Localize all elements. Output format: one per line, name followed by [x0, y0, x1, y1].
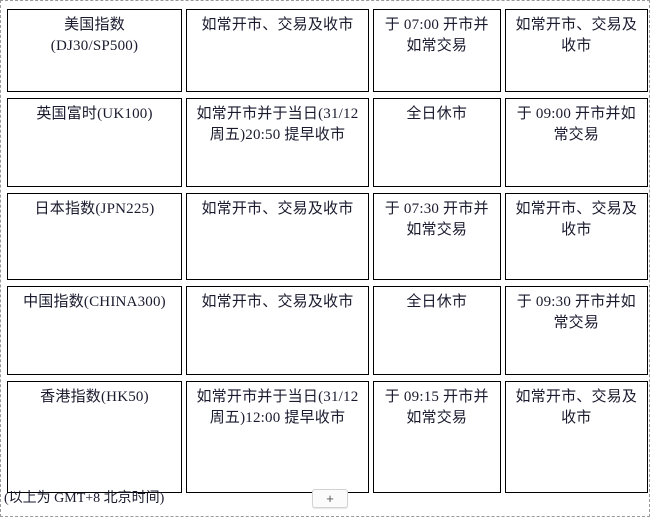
add-button[interactable]: +	[312, 489, 348, 508]
cell-jan3-schedule: 如常开市、交易及收市	[504, 193, 648, 280]
cell-instrument-name: 香港指数(HK50)	[7, 381, 182, 493]
cell-instrument-name: 日本指数(JPN225)	[7, 193, 182, 280]
cell-jan3-schedule: 如常开市、交易及收市	[504, 381, 648, 493]
table-row: 香港指数(HK50) 如常开市并于当日(31/12 周五)12:00 提早收市 …	[7, 381, 648, 493]
cell-instrument-name: 英国富时(UK100)	[7, 98, 182, 187]
index-trading-hours-table: 美国指数 (DJ30/SP500) 如常开市、交易及收市 于 07:00 开市并…	[3, 3, 652, 499]
cell-dec31-schedule: 如常开市、交易及收市	[186, 9, 369, 92]
cell-jan1-schedule: 于 07:30 开市并如常交易	[372, 193, 501, 280]
instrument-name-line1: 日本指数(JPN225)	[34, 201, 155, 217]
instrument-name-line2: (DJ30/SP500)	[50, 38, 139, 54]
instrument-name-line1: 美国指数	[64, 17, 125, 33]
cell-dec31-schedule: 如常开市并于当日(31/12 周五)12:00 提早收市	[186, 381, 369, 493]
table-body: 美国指数 (DJ30/SP500) 如常开市、交易及收市 于 07:00 开市并…	[7, 9, 648, 493]
cell-jan3-schedule: 于 09:00 开市并如常交易	[504, 98, 648, 187]
instrument-name-line1: 中国指数(CHINA300)	[23, 294, 166, 310]
cell-dec31-schedule: 如常开市并于当日(31/12 周五)20:50 提早收市	[186, 98, 369, 187]
cell-instrument-name: 中国指数(CHINA300)	[7, 286, 182, 375]
cell-jan3-schedule: 如常开市、交易及收市	[504, 9, 648, 92]
cell-jan1-schedule: 于 09:15 开市并如常交易	[372, 381, 501, 493]
table-row: 中国指数(CHINA300) 如常开市、交易及收市 全日休市 于 09:30 开…	[7, 286, 648, 375]
cell-jan3-schedule: 于 09:30 开市并如常交易	[504, 286, 648, 375]
table-row: 日本指数(JPN225) 如常开市、交易及收市 于 07:30 开市并如常交易 …	[7, 193, 648, 280]
table-row: 英国富时(UK100) 如常开市并于当日(31/12 周五)20:50 提早收市…	[7, 98, 648, 187]
table-row: 美国指数 (DJ30/SP500) 如常开市、交易及收市 于 07:00 开市并…	[7, 9, 648, 92]
instrument-name-line1: 香港指数(HK50)	[40, 389, 149, 405]
cell-instrument-name: 美国指数 (DJ30/SP500)	[7, 9, 182, 92]
cell-jan1-schedule: 全日休市	[372, 286, 501, 375]
cell-jan1-schedule: 全日休市	[372, 98, 501, 187]
timezone-note: (以上为 GMT+8 北京时间)	[4, 491, 165, 506]
cell-jan1-schedule: 于 07:00 开市并如常交易	[372, 9, 501, 92]
cell-dec31-schedule: 如常开市、交易及收市	[186, 193, 369, 280]
instrument-name-line1: 英国富时(UK100)	[36, 106, 153, 122]
cell-dec31-schedule: 如常开市、交易及收市	[186, 286, 369, 375]
